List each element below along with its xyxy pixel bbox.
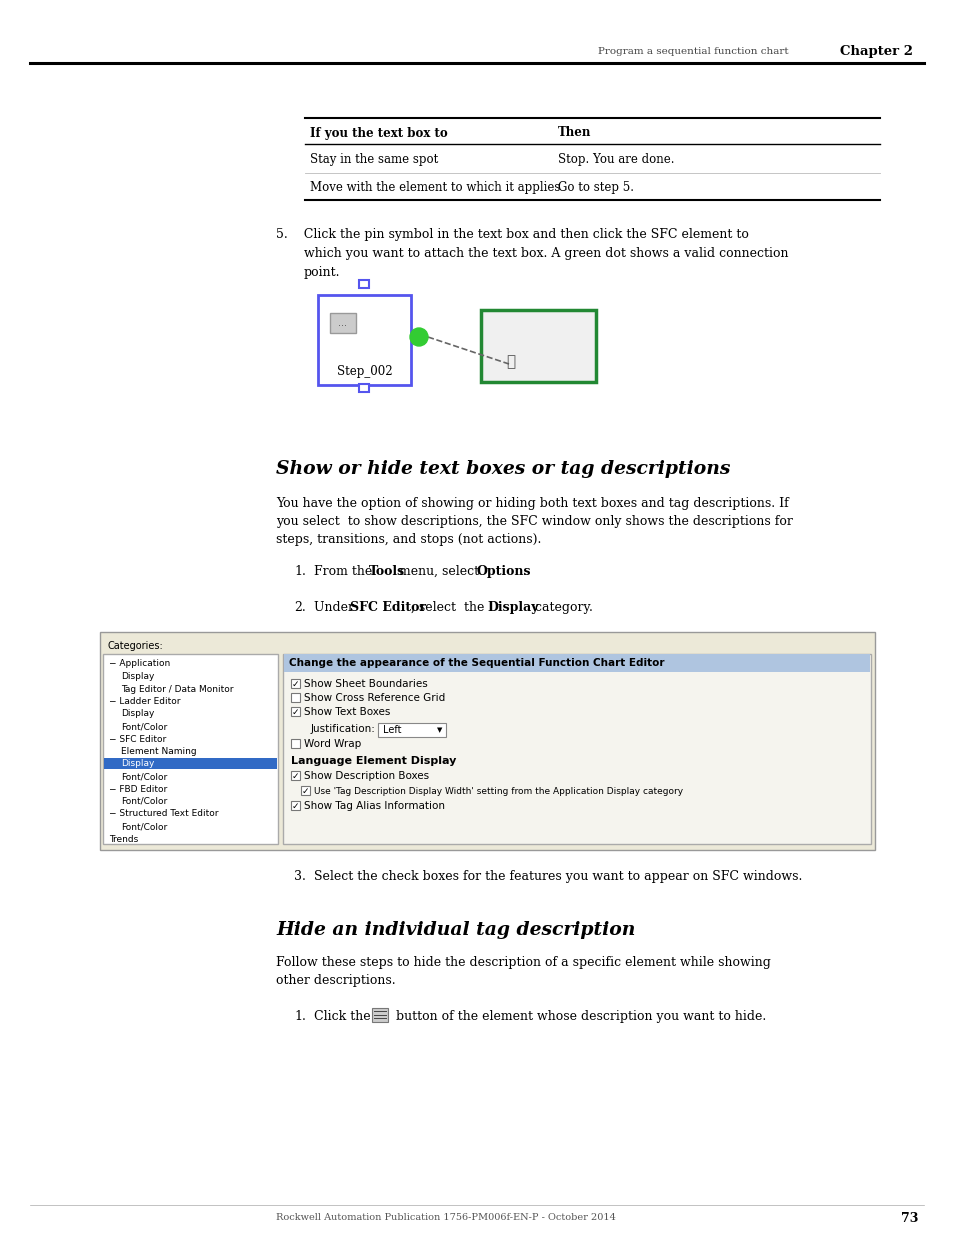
Text: button of the element whose description you want to hide.: button of the element whose description … bbox=[392, 1010, 765, 1023]
Bar bbox=[480, 310, 596, 382]
Text: Then: Then bbox=[558, 126, 591, 140]
Text: Go to step 5.: Go to step 5. bbox=[558, 180, 634, 194]
Text: You have the option of showing or hiding both text boxes and tag descriptions. I: You have the option of showing or hiding… bbox=[275, 496, 788, 510]
Text: you select  to show descriptions, the SFC window only shows the descriptions for: you select to show descriptions, the SFC… bbox=[275, 515, 792, 529]
Text: ▼: ▼ bbox=[436, 727, 442, 734]
Text: Tools: Tools bbox=[369, 564, 405, 578]
Bar bbox=[284, 655, 869, 672]
Text: From the: From the bbox=[314, 564, 375, 578]
Bar bbox=[100, 632, 874, 850]
Text: − FBD Editor: − FBD Editor bbox=[109, 784, 167, 794]
Text: − Application: − Application bbox=[109, 659, 170, 668]
Text: menu, select: menu, select bbox=[398, 564, 487, 578]
Bar bbox=[330, 312, 355, 333]
Text: Show Sheet Boundaries: Show Sheet Boundaries bbox=[304, 679, 427, 689]
Text: Options: Options bbox=[476, 564, 531, 578]
Text: Font/Color: Font/Color bbox=[121, 722, 167, 731]
Text: Select the check boxes for the features you want to appear on SFC windows.: Select the check boxes for the features … bbox=[314, 869, 801, 883]
Text: Show Tag Alias Information: Show Tag Alias Information bbox=[304, 802, 444, 811]
Text: 1.: 1. bbox=[294, 564, 306, 578]
Bar bbox=[359, 280, 369, 288]
Text: Font/Color: Font/Color bbox=[121, 823, 167, 831]
Text: 73: 73 bbox=[901, 1212, 918, 1224]
Bar bbox=[291, 771, 299, 781]
Text: Hide an individual tag description: Hide an individual tag description bbox=[275, 921, 635, 939]
Text: Display: Display bbox=[121, 672, 154, 680]
Text: ✓: ✓ bbox=[292, 708, 299, 716]
Text: Follow these steps to hide the description of a specific element while showing: Follow these steps to hide the descripti… bbox=[275, 956, 770, 969]
Text: Show Cross Reference Grid: Show Cross Reference Grid bbox=[304, 693, 445, 703]
Text: Tag Editor / Data Monitor: Tag Editor / Data Monitor bbox=[121, 684, 233, 694]
Text: point.: point. bbox=[304, 266, 340, 279]
Text: steps, transitions, and stops (not actions).: steps, transitions, and stops (not actio… bbox=[275, 534, 540, 546]
Text: Categories:: Categories: bbox=[108, 641, 164, 651]
Circle shape bbox=[410, 329, 428, 346]
Text: ✓: ✓ bbox=[301, 787, 309, 795]
Text: − Structured Text Editor: − Structured Text Editor bbox=[109, 809, 218, 819]
Text: 3.: 3. bbox=[294, 869, 306, 883]
Bar bbox=[283, 655, 870, 844]
Text: Font/Color: Font/Color bbox=[121, 797, 167, 806]
Text: Font/Color: Font/Color bbox=[121, 772, 167, 781]
Text: 1.: 1. bbox=[294, 1010, 306, 1023]
Text: ...: ... bbox=[338, 317, 347, 329]
Text: Use 'Tag Description Display Width' setting from the Application Display categor: Use 'Tag Description Display Width' sett… bbox=[314, 787, 682, 795]
Text: , select  the: , select the bbox=[411, 601, 488, 614]
Text: Chapter 2: Chapter 2 bbox=[840, 46, 912, 58]
Text: which you want to attach the text box. A green dot shows a valid connection: which you want to attach the text box. A… bbox=[304, 247, 788, 261]
Text: ✓: ✓ bbox=[292, 802, 299, 810]
Text: Change the appearance of the Sequential Function Chart Editor: Change the appearance of the Sequential … bbox=[289, 658, 664, 668]
Text: Display: Display bbox=[121, 709, 154, 719]
Text: Trends: Trends bbox=[109, 835, 138, 844]
Text: Click the: Click the bbox=[314, 1010, 375, 1023]
Text: ✓: ✓ bbox=[292, 772, 299, 781]
Text: .: . bbox=[522, 564, 526, 578]
Text: Show Description Boxes: Show Description Boxes bbox=[304, 771, 429, 781]
Text: Language Element Display: Language Element Display bbox=[291, 756, 456, 766]
Text: Left: Left bbox=[382, 725, 401, 735]
Bar bbox=[291, 802, 299, 810]
Text: Display: Display bbox=[486, 601, 537, 614]
Bar bbox=[359, 384, 369, 391]
Text: Element Naming: Element Naming bbox=[121, 747, 196, 756]
Text: ✓: ✓ bbox=[292, 679, 299, 688]
Text: Display: Display bbox=[121, 760, 154, 768]
Text: − Ladder Editor: − Ladder Editor bbox=[109, 697, 180, 706]
Bar bbox=[317, 295, 411, 385]
Bar bbox=[291, 693, 299, 701]
Bar bbox=[103, 655, 277, 844]
Bar bbox=[291, 679, 299, 688]
Text: 5.    Click the pin symbol in the text box and then click the SFC element to: 5. Click the pin symbol in the text box … bbox=[275, 228, 748, 241]
Bar bbox=[301, 785, 310, 795]
Text: If you the text box to: If you the text box to bbox=[310, 126, 447, 140]
Bar bbox=[372, 1008, 388, 1023]
Text: Word Wrap: Word Wrap bbox=[304, 739, 361, 748]
Text: − SFC Editor: − SFC Editor bbox=[109, 735, 166, 743]
Text: 2.: 2. bbox=[294, 601, 305, 614]
Text: Stay in the same spot: Stay in the same spot bbox=[310, 153, 437, 167]
Text: other descriptions.: other descriptions. bbox=[275, 974, 395, 987]
Bar bbox=[104, 758, 276, 769]
Text: Stop. You are done.: Stop. You are done. bbox=[558, 153, 674, 167]
Text: category.: category. bbox=[531, 601, 592, 614]
Text: SFC Editor: SFC Editor bbox=[350, 601, 426, 614]
Text: Under: Under bbox=[314, 601, 357, 614]
Text: Move with the element to which it applies: Move with the element to which it applie… bbox=[310, 180, 559, 194]
Bar bbox=[291, 706, 299, 716]
Bar bbox=[377, 722, 446, 737]
Text: Step_002: Step_002 bbox=[336, 364, 392, 378]
Text: Show or hide text boxes or tag descriptions: Show or hide text boxes or tag descripti… bbox=[275, 459, 730, 478]
Text: Show Text Boxes: Show Text Boxes bbox=[304, 706, 390, 718]
Text: Justification:: Justification: bbox=[311, 724, 375, 734]
Bar bbox=[291, 739, 299, 748]
Text: Program a sequential function chart: Program a sequential function chart bbox=[598, 47, 788, 57]
Text: Rockwell Automation Publication 1756-PM006f-EN-P - October 2014: Rockwell Automation Publication 1756-PM0… bbox=[275, 1214, 616, 1223]
Text: ⌖: ⌖ bbox=[506, 354, 515, 369]
